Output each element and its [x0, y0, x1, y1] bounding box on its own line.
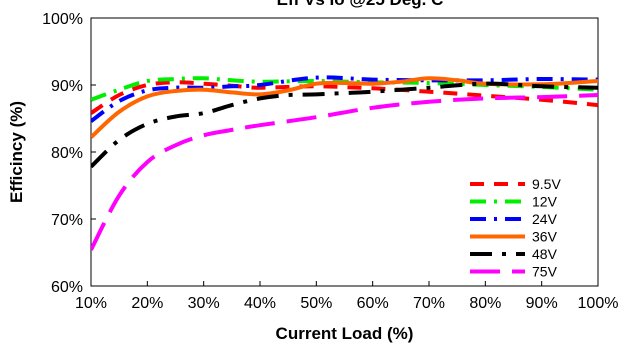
series-layer	[91, 75, 598, 251]
series-line-75v	[91, 93, 598, 251]
x-tick-label: 70%	[413, 295, 445, 312]
x-axis: 10% 20% 30% 40% 50% 60% 70% 80% 90% 100%	[75, 281, 618, 312]
series-line-24v	[91, 75, 598, 123]
y-tick-label: 80%	[51, 145, 83, 162]
legend-label: 24V	[532, 211, 558, 227]
x-tick-label: 10%	[75, 295, 107, 312]
series-line-36v	[91, 76, 598, 139]
x-tick-label: 80%	[469, 295, 501, 312]
chart-title: Eff Vs Io @25 Deg. C	[277, 0, 444, 9]
y-axis-title: Efficincy (%)	[7, 101, 26, 203]
x-tick-label: 90%	[526, 295, 558, 312]
x-tick-label: 60%	[357, 295, 389, 312]
x-tick-label: 100%	[578, 295, 619, 312]
x-axis-title: Current Load (%)	[276, 324, 414, 343]
legend-label: 36V	[532, 229, 558, 245]
legend-label: 48V	[532, 246, 558, 262]
y-tick-label: 100%	[42, 11, 83, 28]
y-tick-label: 60%	[51, 279, 83, 296]
y-axis: 60% 70% 80% 90% 100%	[42, 11, 96, 296]
plot-area	[90, 17, 599, 287]
y-tick-label: 70%	[51, 212, 83, 229]
legend-label: 9.5V	[532, 176, 561, 192]
series-line-48v	[91, 81, 598, 169]
series-line-9-5v	[91, 80, 598, 115]
y-tick-label: 90%	[51, 78, 83, 95]
x-tick-label: 20%	[131, 295, 163, 312]
x-tick-label: 50%	[300, 295, 332, 312]
legend-label: 75V	[532, 264, 558, 280]
legend-label: 12V	[532, 194, 558, 210]
x-tick-label: 30%	[188, 295, 220, 312]
x-tick-label: 40%	[244, 295, 276, 312]
